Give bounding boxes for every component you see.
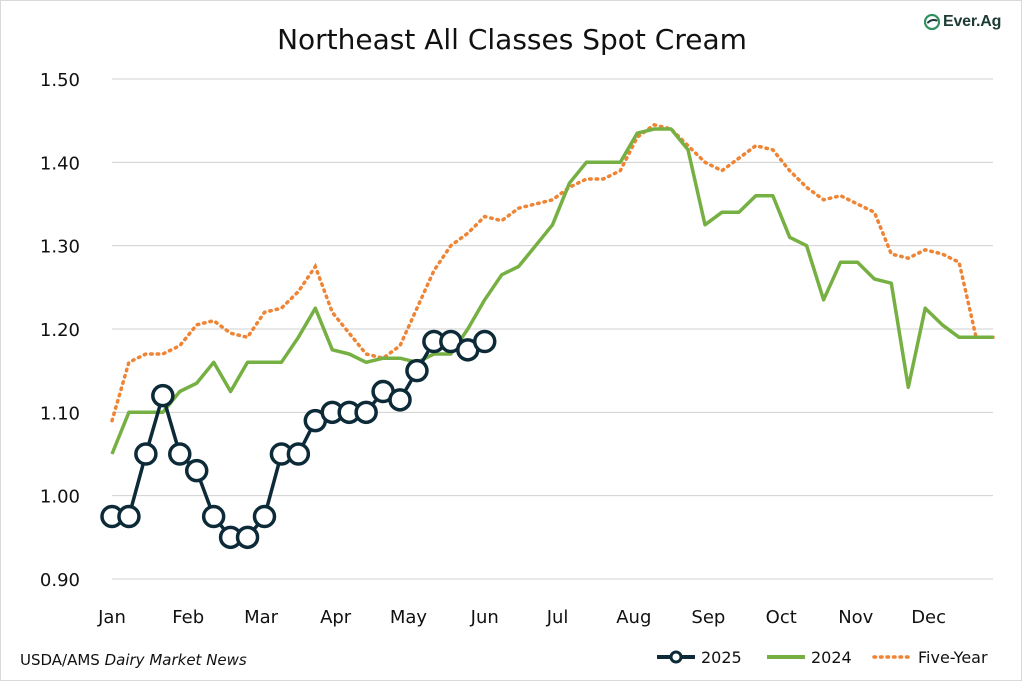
y-axis-ticks: 0.90 1.00 1.10 1.20 1.30 1.40 1.50 <box>40 70 80 591</box>
legend-label-five-year: Five-Year <box>918 648 988 667</box>
x-tick-label-apr: Apr <box>320 607 352 628</box>
data-point-2025 <box>354 400 378 425</box>
legend-item-2025: 2025 <box>657 648 742 667</box>
series-markers-2025 <box>100 329 497 550</box>
data-point-2025 <box>151 383 175 408</box>
x-tick-label-jan: Jan <box>97 607 126 628</box>
y-tick-label: 1.30 <box>40 237 80 258</box>
data-point-2025 <box>286 442 311 466</box>
series-line-2025 <box>112 339 486 540</box>
series-line-five-year <box>110 122 995 423</box>
x-tick-label-mar: Mar <box>244 607 279 628</box>
series-lines <box>100 122 995 550</box>
x-tick-label-jul: Jul <box>546 607 569 628</box>
source-prefix: USDA/AMS <box>20 651 105 669</box>
x-tick-label-sep: Sep <box>691 607 725 628</box>
y-tick-label: 1.00 <box>40 487 80 508</box>
x-tick-label-feb: Feb <box>172 607 204 628</box>
source-publication: Dairy Market News <box>104 651 247 669</box>
data-point-2025 <box>168 442 192 466</box>
data-point-2025 <box>201 504 226 529</box>
gridlines <box>112 78 993 580</box>
x-tick-label-dec: Dec <box>911 607 946 628</box>
data-point-2025 <box>134 442 158 466</box>
y-tick-label: 1.20 <box>40 320 80 341</box>
legend: 2025 2024 Five-Year <box>657 648 988 667</box>
x-tick-label-aug: Aug <box>616 607 651 628</box>
legend-label-2025: 2025 <box>701 648 742 667</box>
series-line-2024 <box>110 127 993 455</box>
ever-ag-logo: Ever.Ag <box>924 13 1001 31</box>
data-point-2025 <box>235 525 260 550</box>
data-point-2025 <box>252 504 277 529</box>
logo-text: Ever.Ag <box>943 13 1002 30</box>
data-point-2025 <box>405 358 429 383</box>
y-tick-label: 1.50 <box>40 70 80 91</box>
legend-item-2024: 2024 <box>767 648 852 667</box>
legend-item-five-year: Five-Year <box>872 648 988 667</box>
x-axis-ticks: Jan Feb Mar Apr May Jun Jul Aug Sep Oct Nov Dec <box>97 607 946 628</box>
y-tick-label: 1.10 <box>40 403 80 424</box>
x-tick-label-nov: Nov <box>838 607 873 628</box>
legend-label-2024: 2024 <box>811 648 852 667</box>
data-point-2025 <box>388 388 412 412</box>
x-tick-label-oct: Oct <box>766 607 797 628</box>
chart-title: Northeast All Classes Spot Cream <box>277 23 747 56</box>
data-point-2025 <box>184 458 209 483</box>
data-point-2025 <box>472 329 497 354</box>
data-point-2025 <box>117 504 141 529</box>
source-note: USDA/AMS Dairy Market News <box>20 651 247 669</box>
ever-ag-swoosh-icon <box>924 14 940 30</box>
x-tick-label-may: May <box>390 607 428 628</box>
y-tick-label: 0.90 <box>40 570 80 591</box>
x-tick-label-jun: Jun <box>470 607 499 628</box>
y-tick-label: 1.40 <box>40 153 80 174</box>
